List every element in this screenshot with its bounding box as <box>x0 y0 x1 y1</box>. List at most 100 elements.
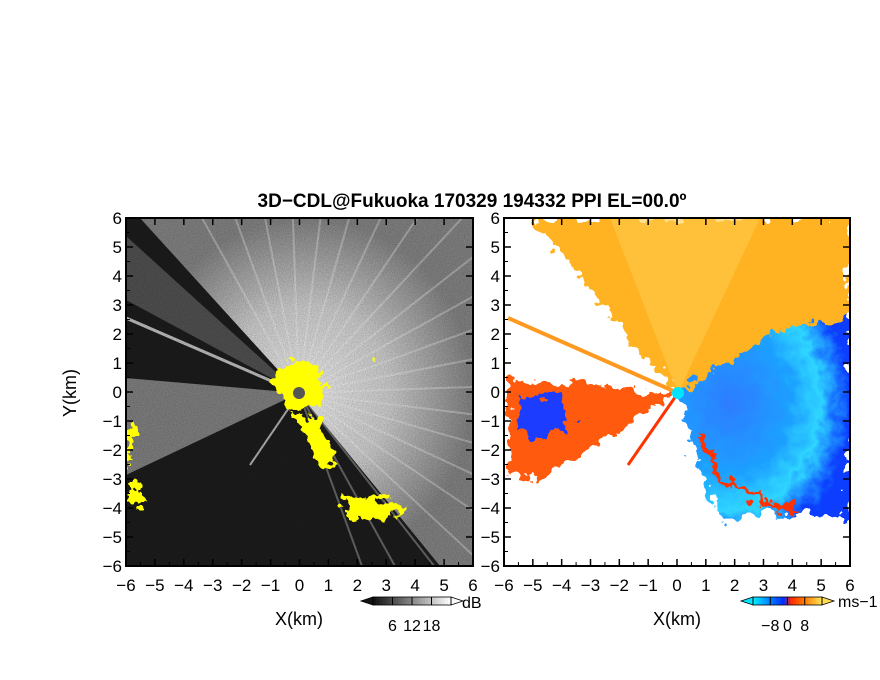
velocity-colorbar-unit: ms−1 <box>838 594 878 611</box>
velocity-colorbar-cell <box>790 597 794 605</box>
reflectivity-y-tick-label: −6 <box>103 557 122 576</box>
reflectivity-colorbar-cell <box>425 597 429 605</box>
reflectivity-colorbar-cell <box>421 597 426 605</box>
reflectivity-colorbar-arrow-low <box>359 596 374 606</box>
velocity-colorbar-tick-labels: −8 0 8 <box>761 618 809 635</box>
velocity-y-tick-label: −4 <box>481 499 500 518</box>
reflectivity-y-tick-label: −4 <box>103 499 122 518</box>
reflectivity-x-tick-label: −5 <box>145 576 164 595</box>
reflectivity-y-axis-label: Y(km) <box>60 369 80 417</box>
radar-site-marker <box>293 387 305 399</box>
reflectivity-clutter <box>126 355 405 520</box>
reflectivity-x-tick-labels: −6 −5 −4 −3 −2 −1 0 1 2 3 4 5 6 <box>116 576 477 595</box>
reflectivity-colorbar-cell <box>392 597 397 605</box>
velocity-x-tick-label: 6 <box>845 576 854 595</box>
reflectivity-x-tick-label: 1 <box>324 576 333 595</box>
velocity-x-tick-label: 3 <box>759 576 768 595</box>
reflectivity-colorbar-tick-labels: 6 12 18 <box>388 618 440 635</box>
reflectivity-colorbar-cell <box>386 597 390 605</box>
velocity-y-tick-label: −6 <box>481 557 500 576</box>
velocity-colorbar-cell <box>804 597 809 605</box>
reflectivity-x-tick-label: 4 <box>410 576 419 595</box>
reflectivity-x-tick-label: −4 <box>174 576 193 595</box>
reflectivity-colorbar-cell <box>438 597 442 605</box>
reflectivity-colorbar-cell <box>431 597 436 605</box>
velocity-colorbar-cell <box>819 597 823 605</box>
reflectivity-colorbar-cell <box>447 597 452 605</box>
reflectivity-colorbar-tick-label: 12 <box>403 618 421 635</box>
reflectivity-colorbar: dB 6 12 18 <box>359 595 482 635</box>
reflectivity-colorbar-tick-label: 6 <box>388 618 397 635</box>
velocity-colorbar-cell <box>796 597 800 605</box>
velocity-x-tick-label: −1 <box>638 576 657 595</box>
velocity-x-tick-label: −5 <box>523 576 542 595</box>
velocity-x-tick-label: −3 <box>581 576 600 595</box>
reflectivity-y-tick-label: 4 <box>113 267 122 286</box>
velocity-colorbar-tick-label: 0 <box>783 618 792 635</box>
velocity-colorbar-cell <box>784 597 788 605</box>
velocity-x-axis-label: X(km) <box>653 609 701 629</box>
reflectivity-y-tick-label: −1 <box>103 412 122 431</box>
velocity-x-tick-label: 5 <box>816 576 825 595</box>
velocity-colorbar-cell <box>778 597 783 605</box>
reflectivity-colorbar-cell <box>382 597 387 605</box>
velocity-colorbar-cell <box>761 597 765 605</box>
velocity-image <box>504 218 850 566</box>
reflectivity-x-axis-label: X(km) <box>275 609 323 629</box>
velocity-colorbar-arrow-low <box>739 596 754 606</box>
reflectivity-colorbar-unit: dB <box>462 595 482 612</box>
velocity-colorbar-cell <box>770 597 774 605</box>
velocity-panel: −6 −5 −4 −3 −2 −1 0 1 2 3 4 5 6 6543210−1−2−3−4−5−6 … <box>481 209 855 629</box>
reflectivity-x-tick-label: 5 <box>439 576 448 595</box>
reflectivity-colorbar-cell <box>405 597 410 605</box>
velocity-red-edge <box>697 428 801 513</box>
velocity-y-tick-label: 0 <box>491 383 500 402</box>
reflectivity-colorbar-cell <box>428 597 432 605</box>
velocity-beam-streak <box>626 392 680 466</box>
reflectivity-x-tick-label: 3 <box>382 576 391 595</box>
reflectivity-colorbar-cell <box>376 597 380 605</box>
figure-title: 3D−CDL@Fukuoka 170329 194332 PPI EL=00.0… <box>258 191 687 212</box>
velocity-y-tick-label: 1 <box>491 354 500 373</box>
velocity-colorbar-scale <box>739 596 836 606</box>
reflectivity-x-tick-label: −2 <box>232 576 251 595</box>
velocity-colorbar-cell <box>781 597 786 605</box>
reflectivity-colorbar-tick-label: 18 <box>423 618 441 635</box>
velocity-colorbar-cell <box>816 597 820 605</box>
reflectivity-colorbar-cell <box>402 597 406 605</box>
reflectivity-y-tick-label: 0 <box>113 383 122 402</box>
velocity-colorbar-cell <box>801 597 806 605</box>
velocity-colorbar: ms−1 −8 0 8 <box>739 594 878 635</box>
velocity-y-tick-label: −1 <box>481 412 500 431</box>
reflectivity-colorbar-scale <box>359 596 465 606</box>
reflectivity-colorbar-cell <box>395 597 400 605</box>
velocity-x-tick-label: −4 <box>552 576 571 595</box>
reflectivity-colorbar-cell <box>418 597 423 605</box>
velocity-y-tick-label: 6 <box>491 209 500 228</box>
reflectivity-x-tick-label: 2 <box>353 576 362 595</box>
velocity-colorbar-arrow-high <box>821 596 836 606</box>
velocity-x-tick-label: 1 <box>701 576 710 595</box>
reflectivity-colorbar-cell <box>412 597 416 605</box>
reflectivity-colorbar-cell <box>408 597 413 605</box>
velocity-y-tick-label: 3 <box>491 296 500 315</box>
velocity-colorbar-cell <box>807 597 811 605</box>
reflectivity-colorbar-cell <box>444 597 449 605</box>
reflectivity-x-tick-label: 0 <box>295 576 304 595</box>
reflectivity-x-tick-label: −6 <box>116 576 135 595</box>
reflectivity-y-tick-label: 6 <box>113 209 122 228</box>
reflectivity-y-tick-label: −3 <box>103 470 122 489</box>
velocity-ticks <box>503 217 851 567</box>
velocity-x-tick-label: −2 <box>610 576 629 595</box>
reflectivity-panel: −6 −5 −4 −3 −2 −1 0 1 2 3 4 5 6 6543210−1−2−3−4−5−6 … <box>60 209 478 629</box>
velocity-x-tick-labels: −6 −5 −4 −3 −2 −1 0 1 2 3 4 5 6 <box>494 576 854 595</box>
velocity-colorbar-cell <box>773 597 777 605</box>
reflectivity-colorbar-cell <box>389 597 393 605</box>
radar-site-marker <box>672 387 684 399</box>
reflectivity-y-tick-label: −5 <box>103 528 122 547</box>
velocity-y-tick-label: 5 <box>491 238 500 257</box>
velocity-colorbar-tick-label: 8 <box>800 618 809 635</box>
velocity-x-tick-label: 0 <box>672 576 681 595</box>
velocity-x-tick-label: 2 <box>730 576 739 595</box>
